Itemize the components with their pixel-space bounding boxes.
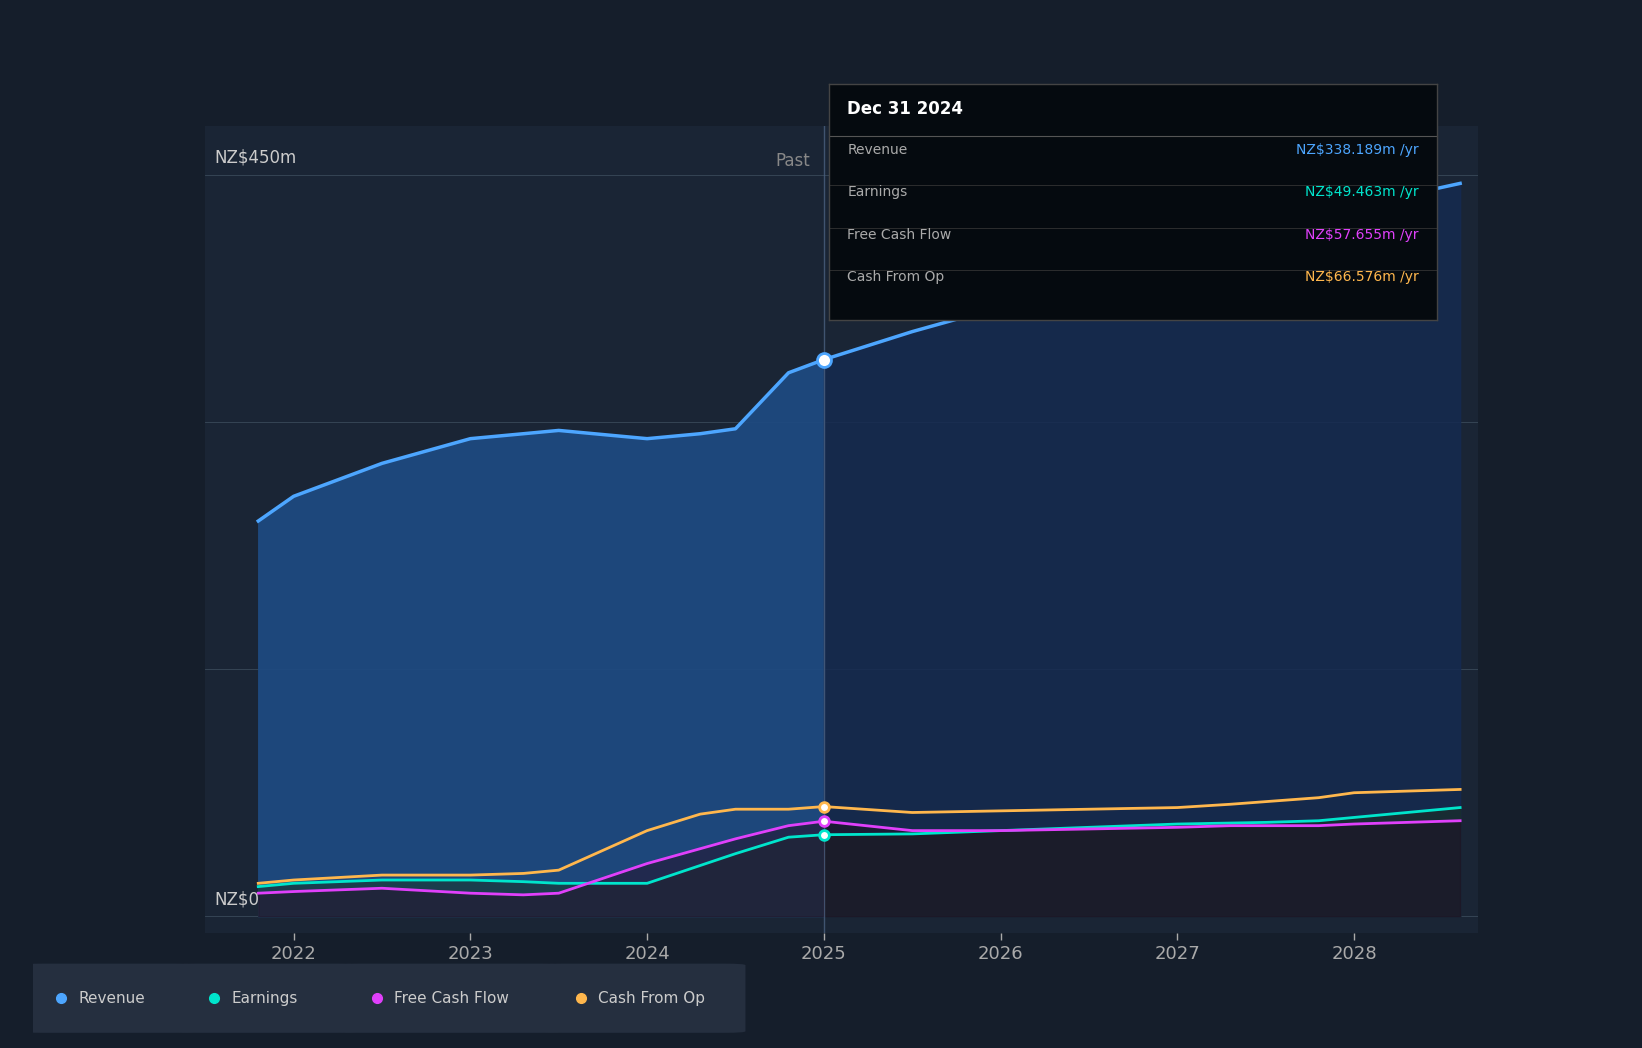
Text: Free Cash Flow: Free Cash Flow bbox=[847, 227, 952, 242]
Text: NZ$66.576m /yr: NZ$66.576m /yr bbox=[1305, 270, 1419, 284]
Text: NZ$338.189m /yr: NZ$338.189m /yr bbox=[1296, 143, 1419, 157]
Text: NZ$57.655m /yr: NZ$57.655m /yr bbox=[1305, 227, 1419, 242]
Text: NZ$0: NZ$0 bbox=[213, 890, 259, 908]
Text: NZ$49.463m /yr: NZ$49.463m /yr bbox=[1305, 185, 1419, 199]
Text: Earnings: Earnings bbox=[847, 185, 908, 199]
Text: Revenue: Revenue bbox=[847, 143, 908, 157]
Text: Revenue: Revenue bbox=[79, 990, 146, 1006]
Text: Cash From Op: Cash From Op bbox=[598, 990, 704, 1006]
FancyBboxPatch shape bbox=[338, 964, 562, 1033]
Text: Analysts Forecasts: Analysts Forecasts bbox=[837, 152, 993, 170]
Text: Earnings: Earnings bbox=[232, 990, 297, 1006]
FancyBboxPatch shape bbox=[176, 964, 358, 1033]
Text: Dec 31 2024: Dec 31 2024 bbox=[847, 101, 964, 118]
FancyBboxPatch shape bbox=[23, 964, 195, 1033]
FancyBboxPatch shape bbox=[542, 964, 745, 1033]
Text: Past: Past bbox=[775, 152, 810, 170]
Text: Cash From Op: Cash From Op bbox=[847, 270, 944, 284]
Text: NZ$450m: NZ$450m bbox=[213, 149, 296, 167]
Text: Free Cash Flow: Free Cash Flow bbox=[394, 990, 509, 1006]
